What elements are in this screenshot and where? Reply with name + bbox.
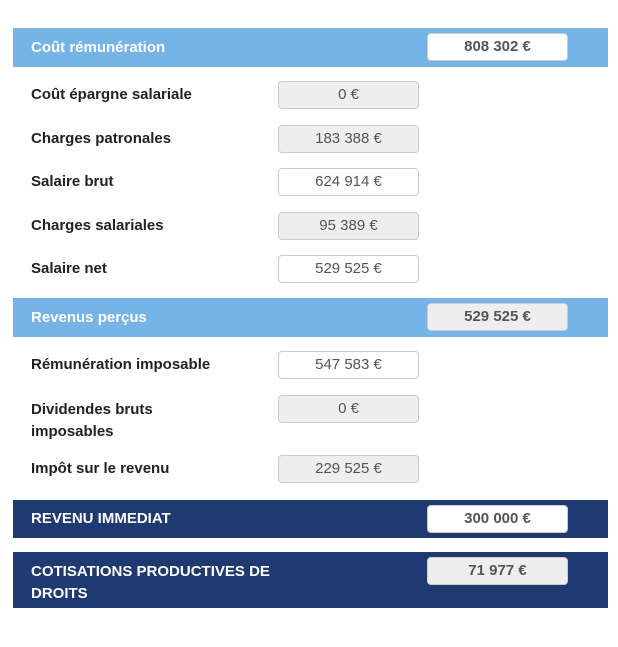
remuneration-imposable-field[interactable]: 547 583 € <box>278 351 419 379</box>
row-label: Dividendes bruts imposables <box>31 401 153 440</box>
cout-remuneration-field[interactable]: 808 302 € <box>427 33 568 61</box>
section-cotisations: COTISATIONS PRODUCTIVES DE DROITS 71 977… <box>13 552 608 608</box>
section-revenus-percus: Revenus perçus 529 525 € <box>13 298 608 337</box>
row-label: Salaire brut <box>31 173 114 190</box>
row-label: Salaire net <box>31 260 107 277</box>
salaire-net-field[interactable]: 529 525 € <box>278 255 419 283</box>
row-label: Rémunération imposable <box>31 356 211 373</box>
section-title: Coût rémunération <box>31 39 166 56</box>
cotisations-field: 71 977 € <box>427 557 568 585</box>
revenus-percus-field: 529 525 € <box>427 303 568 331</box>
row-label: Charges salariales <box>31 217 164 234</box>
salaire-brut-field[interactable]: 624 914 € <box>278 168 419 196</box>
revenu-immediat-field[interactable]: 300 000 € <box>427 505 568 533</box>
section-title: Revenus perçus <box>31 309 147 326</box>
cout-epargne-field: 0 € <box>278 81 419 109</box>
impot-revenu-field: 229 525 € <box>278 455 419 483</box>
row-label: Coût épargne salariale <box>31 86 192 103</box>
row-label: Impôt sur le revenu <box>31 460 170 477</box>
charges-patronales-field: 183 388 € <box>278 125 419 153</box>
dividendes-field: 0 € <box>278 395 419 423</box>
section-title: REVENU IMMEDIAT <box>31 510 171 527</box>
section-cout-remuneration: Coût rémunération 808 302 € <box>13 28 608 67</box>
section-title: COTISATIONS PRODUCTIVES DE DROITS <box>31 563 270 602</box>
section-revenu-immediat: REVENU IMMEDIAT 300 000 € <box>13 500 608 538</box>
row-label: Charges patronales <box>31 130 172 147</box>
charges-salariales-field: 95 389 € <box>278 212 419 240</box>
